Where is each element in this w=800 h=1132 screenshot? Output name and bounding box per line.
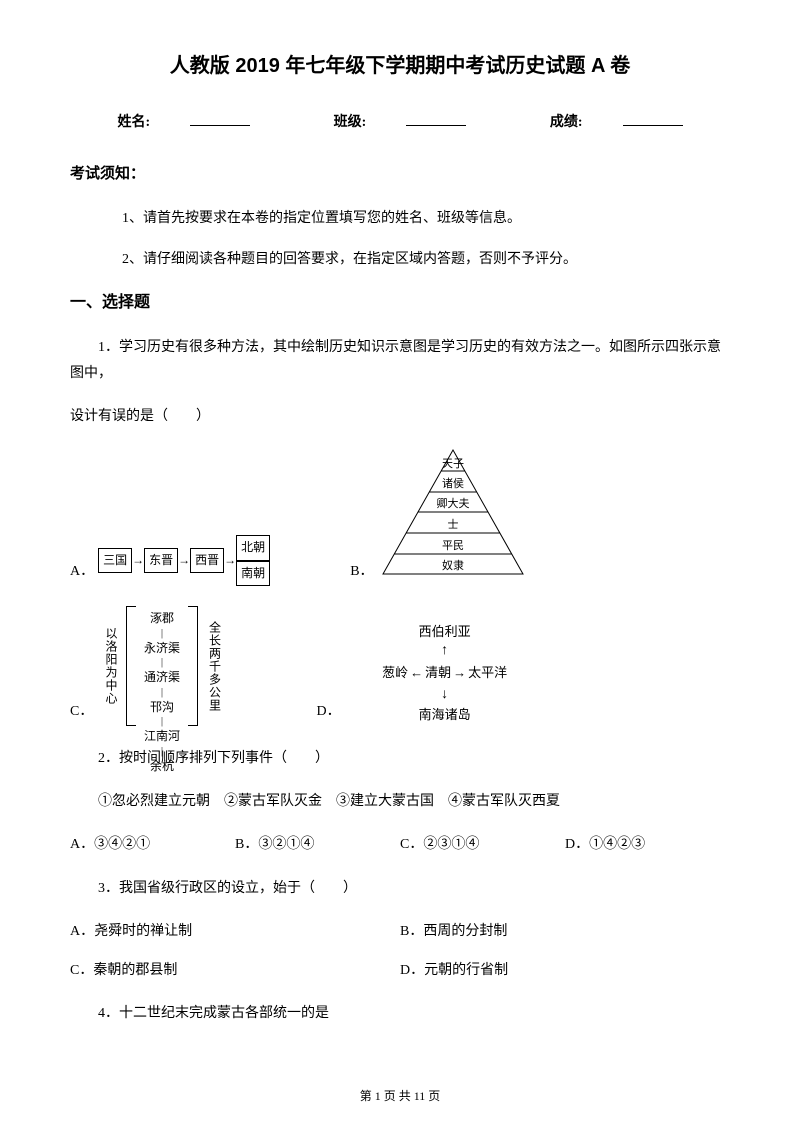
opt-label-a: A． xyxy=(70,559,94,586)
score-label: 成绩: xyxy=(550,115,583,130)
page-footer: 第 1 页 共 11 页 xyxy=(0,1086,800,1108)
score-blank xyxy=(623,112,683,126)
notice-item-2: 2、请仔细阅读各种题目的回答要求，在指定区域内答题，否则不予评分。 xyxy=(122,247,730,272)
q4-stem: 4．十二世纪末完成蒙古各部统一的是 xyxy=(70,1001,730,1026)
pyramid-l6: 奴隶 xyxy=(442,558,464,572)
q1-stem2: 设计有误的是（ ） xyxy=(70,404,730,429)
dia-d-bottom: 南海诸岛 xyxy=(419,703,471,726)
diagram-c: 以洛阳为中心 涿郡| 永济渠| 通济渠| 邗沟| 江南河| 余杭 全长两千多公里 xyxy=(97,606,226,726)
dia-a-box5: 南朝 xyxy=(236,561,270,587)
dia-c-right: 全长两千多公里 xyxy=(201,606,227,726)
arrow-icon: → xyxy=(178,550,190,572)
dia-a-box4: 北朝 xyxy=(236,535,270,561)
q2-opt-b: B．③②①④ xyxy=(235,832,400,857)
dia-c-item: 邗沟 xyxy=(150,697,174,719)
dia-c-item: 永济渠 xyxy=(144,638,180,660)
q3-stem: 3．我国省级行政区的设立，始于（ ） xyxy=(70,876,730,901)
notice-heading: 考试须知： xyxy=(70,161,730,188)
q1-diagram-row-2: C． 以洛阳为中心 涿郡| 永济渠| 通济渠| 邗沟| 江南河| 余杭 全长两千… xyxy=(70,606,730,726)
diagram-d: 西伯利亚 ↑ 葱岭 ← 清朝 → 太平洋 ↓ 南海诸岛 xyxy=(345,620,545,726)
class-label: 班级: xyxy=(334,115,367,130)
name-blank xyxy=(190,112,250,126)
dia-d-top: 西伯利亚 xyxy=(419,620,471,643)
q3-opt-c: C．秦朝的郡县制 xyxy=(70,958,400,983)
q2-stem2: ①忽必烈建立元朝 ②蒙古军队灭金 ③建立大蒙古国 ④蒙古军队灭西夏 xyxy=(70,789,730,814)
q1-stem: 1．学习历史有很多种方法，其中绘制历史知识示意图是学习历史的有效方法之一。如图所… xyxy=(70,335,730,385)
name-label: 姓名: xyxy=(117,115,150,130)
dia-a-box2: 东晋 xyxy=(144,548,178,574)
arrow-right-icon: → xyxy=(453,661,466,684)
section-1-title: 一、选择题 xyxy=(70,289,730,318)
dia-a-box1: 三国 xyxy=(98,548,132,574)
dia-c-left: 以洛阳为中心 xyxy=(97,606,123,726)
q2-stem: 2．按时间顺序排列下列事件（ ） xyxy=(70,746,730,771)
dia-c-item: 江南河 xyxy=(144,726,180,748)
arrow-icon: → xyxy=(224,550,236,572)
q2-opt-c: C．②③①④ xyxy=(400,832,565,857)
diagram-a: 三国 → 东晋 → 西晋 → 北朝 南朝 xyxy=(98,535,270,586)
arrow-up-icon: ↑ xyxy=(441,644,448,658)
q2-opt-a: A．③④②① xyxy=(70,832,235,857)
dia-a-box3: 西晋 xyxy=(190,548,224,574)
dia-c-item: 通济渠 xyxy=(144,667,180,689)
dia-d-center: 清朝 xyxy=(425,661,451,684)
dia-d-left: 葱岭 xyxy=(382,661,408,684)
class-blank xyxy=(406,112,466,126)
q3-opt-b: B．西周的分封制 xyxy=(400,919,730,944)
q3-opt-a: A．尧舜时的禅让制 xyxy=(70,919,400,944)
notice-item-1: 1、请首先按要求在本卷的指定位置填写您的姓名、班级等信息。 xyxy=(122,206,730,231)
pyramid-l1: 天子 xyxy=(442,457,464,470)
diagram-b: 天子 诸侯 卿大夫 士 平民 奴隶 xyxy=(378,447,528,586)
opt-label-b: B． xyxy=(350,559,373,586)
pyramid-l4: 士 xyxy=(447,518,458,531)
pyramid-l3: 卿大夫 xyxy=(436,496,469,510)
dia-c-item: 涿郡 xyxy=(150,608,174,630)
pyramid-l5: 平民 xyxy=(442,540,464,552)
pyramid-l2: 诸侯 xyxy=(442,476,464,490)
q3-options: A．尧舜时的禅让制 B．西周的分封制 C．秦朝的郡县制 D．元朝的行省制 xyxy=(70,919,730,983)
arrow-down-icon: ↓ xyxy=(441,688,448,702)
dia-d-right: 太平洋 xyxy=(468,661,507,684)
q1-diagram-row-1: A． 三国 → 东晋 → 西晋 → 北朝 南朝 B． 天子 诸侯 卿大夫 士 xyxy=(70,447,730,586)
opt-label-c: C． xyxy=(70,699,93,726)
q3-opt-d: D．元朝的行省制 xyxy=(400,958,730,983)
arrow-left-icon: ← xyxy=(410,661,423,684)
opt-label-d: D． xyxy=(317,699,341,726)
info-line: 姓名: 班级: 成绩: xyxy=(70,110,730,135)
page-title: 人教版 2019 年七年级下学期期中考试历史试题 A 卷 xyxy=(70,48,730,84)
q2-options: A．③④②① B．③②①④ C．②③①④ D．①④②③ xyxy=(70,832,730,857)
q2-opt-d: D．①④②③ xyxy=(565,832,730,857)
arrow-icon: → xyxy=(132,550,144,572)
